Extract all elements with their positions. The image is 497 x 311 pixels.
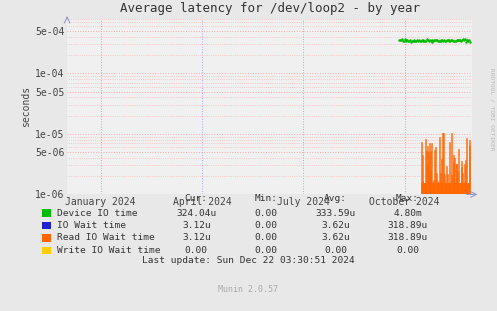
Text: 0.00: 0.00 (254, 221, 277, 230)
Text: 0.00: 0.00 (396, 246, 419, 255)
Title: Average latency for /dev/loop2 - by year: Average latency for /dev/loop2 - by year (120, 2, 419, 15)
Text: Write IO Wait time: Write IO Wait time (57, 246, 161, 255)
Text: Min:: Min: (254, 193, 277, 202)
Text: 0.00: 0.00 (254, 209, 277, 217)
Text: 0.00: 0.00 (254, 234, 277, 242)
Text: Avg:: Avg: (324, 193, 347, 202)
Text: 3.12u: 3.12u (182, 234, 211, 242)
Text: 0.00: 0.00 (254, 246, 277, 255)
Text: 0.00: 0.00 (324, 246, 347, 255)
Text: Munin 2.0.57: Munin 2.0.57 (219, 285, 278, 294)
Text: Last update: Sun Dec 22 03:30:51 2024: Last update: Sun Dec 22 03:30:51 2024 (142, 256, 355, 265)
Text: IO Wait time: IO Wait time (57, 221, 126, 230)
Text: 0.00: 0.00 (185, 246, 208, 255)
Text: 3.62u: 3.62u (321, 221, 350, 230)
Text: 3.62u: 3.62u (321, 234, 350, 242)
Text: 3.12u: 3.12u (182, 221, 211, 230)
Text: 324.04u: 324.04u (176, 209, 216, 217)
Text: RRDTOOL / TOBI OETIKER: RRDTOOL / TOBI OETIKER (490, 67, 495, 150)
Text: 318.89u: 318.89u (388, 234, 427, 242)
Text: Device IO time: Device IO time (57, 209, 138, 217)
Y-axis label: seconds: seconds (21, 86, 31, 127)
Text: 4.80m: 4.80m (393, 209, 422, 217)
Text: Cur:: Cur: (185, 193, 208, 202)
Text: Read IO Wait time: Read IO Wait time (57, 234, 155, 242)
Text: Max:: Max: (396, 193, 419, 202)
Text: 318.89u: 318.89u (388, 221, 427, 230)
Text: 333.59u: 333.59u (316, 209, 355, 217)
